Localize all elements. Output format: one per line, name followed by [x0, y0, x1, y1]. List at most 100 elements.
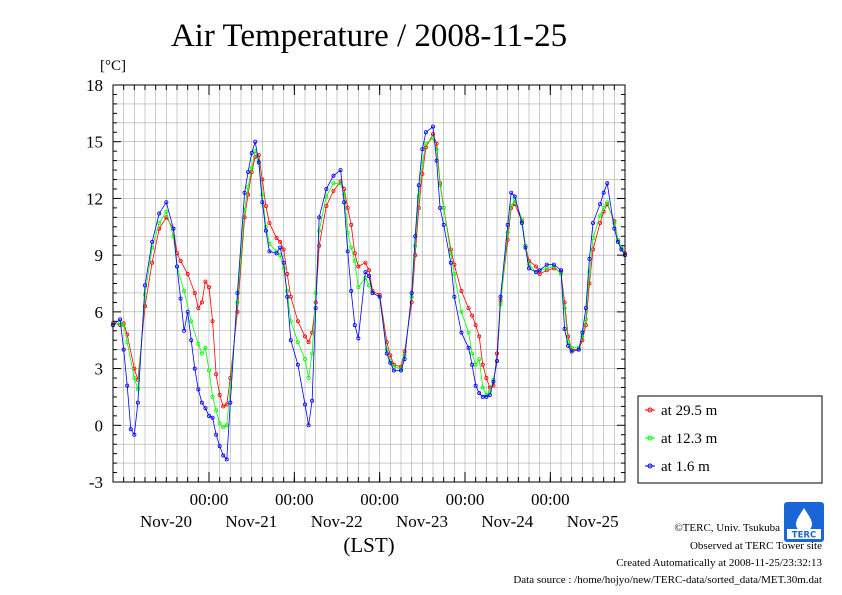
data-point	[281, 260, 286, 265]
data-point	[587, 270, 592, 275]
x-tick-time: 00:00	[275, 490, 314, 509]
data-point	[199, 351, 204, 356]
data-point	[157, 221, 162, 226]
data-point	[317, 243, 322, 248]
chart-title: Air Temperature / 2008-11-25	[171, 18, 567, 54]
data-point	[263, 228, 268, 233]
data-point	[295, 319, 300, 324]
data-point	[484, 394, 489, 399]
data-point	[192, 366, 197, 371]
data-point	[253, 139, 258, 144]
logo-text: TERC	[792, 531, 816, 541]
data-point	[189, 338, 194, 343]
data-point	[295, 362, 300, 367]
data-point	[366, 273, 371, 278]
footer-credits: ©TERC, Univ. Tsukuba Observed at TERC To…	[513, 522, 822, 586]
data-point	[583, 306, 588, 311]
data-point	[466, 306, 471, 311]
data-point	[302, 334, 307, 339]
data-point	[576, 347, 581, 352]
data-point	[324, 203, 329, 208]
data-point	[562, 326, 567, 331]
y-tick-label: 9	[95, 246, 104, 265]
data-point	[235, 300, 240, 305]
data-point	[605, 200, 610, 205]
data-point	[313, 290, 318, 295]
data-point	[306, 376, 311, 381]
data-point	[470, 362, 475, 367]
data-point	[466, 345, 471, 350]
data-point	[356, 264, 361, 269]
data-point	[313, 306, 318, 311]
data-point	[452, 272, 457, 277]
data-point	[171, 234, 176, 239]
data-point	[214, 408, 219, 413]
data-point	[537, 268, 542, 273]
data-point	[317, 228, 322, 233]
data-point	[566, 340, 571, 345]
x-tick-time: 00:00	[531, 490, 570, 509]
data-point	[221, 453, 226, 458]
data-point	[416, 194, 421, 199]
data-point	[551, 262, 556, 267]
data-point	[434, 147, 439, 152]
created-text: Created Automatically at 2008-11-25/23:3…	[616, 557, 822, 569]
data-point	[253, 154, 258, 159]
data-point	[356, 336, 361, 341]
data-point	[363, 275, 368, 280]
data-point	[452, 294, 457, 299]
data-point	[398, 368, 403, 373]
data-point	[363, 270, 368, 275]
data-point	[306, 340, 311, 345]
data-point	[324, 186, 329, 191]
data-point	[157, 211, 162, 216]
data-point	[430, 132, 435, 137]
data-point	[221, 425, 226, 430]
data-point	[423, 130, 428, 135]
data-point	[203, 279, 208, 284]
data-point	[249, 166, 254, 171]
data-point	[125, 383, 130, 388]
data-point	[413, 243, 418, 248]
y-tick-label: 3	[95, 360, 104, 379]
data-point	[196, 341, 201, 346]
data-point	[605, 181, 610, 186]
data-point	[601, 190, 606, 195]
data-point	[459, 309, 464, 314]
data-point	[206, 368, 211, 373]
y-tick-label: 18	[86, 76, 103, 95]
data-point	[235, 290, 240, 295]
legend-marker	[647, 463, 653, 469]
data-point	[128, 427, 133, 432]
x-tick-time: 00:00	[360, 490, 399, 509]
data-point	[580, 334, 585, 339]
data-point	[125, 340, 130, 345]
data-point	[420, 147, 425, 152]
y-tick-label: -3	[89, 473, 103, 492]
data-point	[409, 300, 414, 305]
data-point	[164, 200, 169, 205]
data-point	[494, 359, 499, 364]
data-point	[210, 319, 215, 324]
data-point	[210, 394, 215, 399]
data-point	[331, 181, 336, 186]
data-point	[498, 294, 503, 299]
data-point	[402, 357, 407, 362]
x-tick-date: Nov-20	[140, 512, 192, 531]
data-point	[505, 222, 510, 227]
data-point	[310, 398, 315, 403]
data-point	[491, 379, 496, 384]
data-point	[224, 457, 229, 462]
data-point	[192, 290, 197, 295]
data-point	[118, 317, 123, 322]
data-point	[619, 247, 624, 252]
y-tick-label: 0	[95, 416, 104, 435]
data-point	[349, 289, 354, 294]
data-point	[281, 247, 286, 252]
data-point	[121, 323, 126, 328]
data-point	[459, 330, 464, 335]
data-point	[317, 215, 322, 220]
legend-items: at 29.5 m at 12.3 m at 1.6 m	[645, 403, 718, 475]
data-point	[178, 296, 183, 301]
